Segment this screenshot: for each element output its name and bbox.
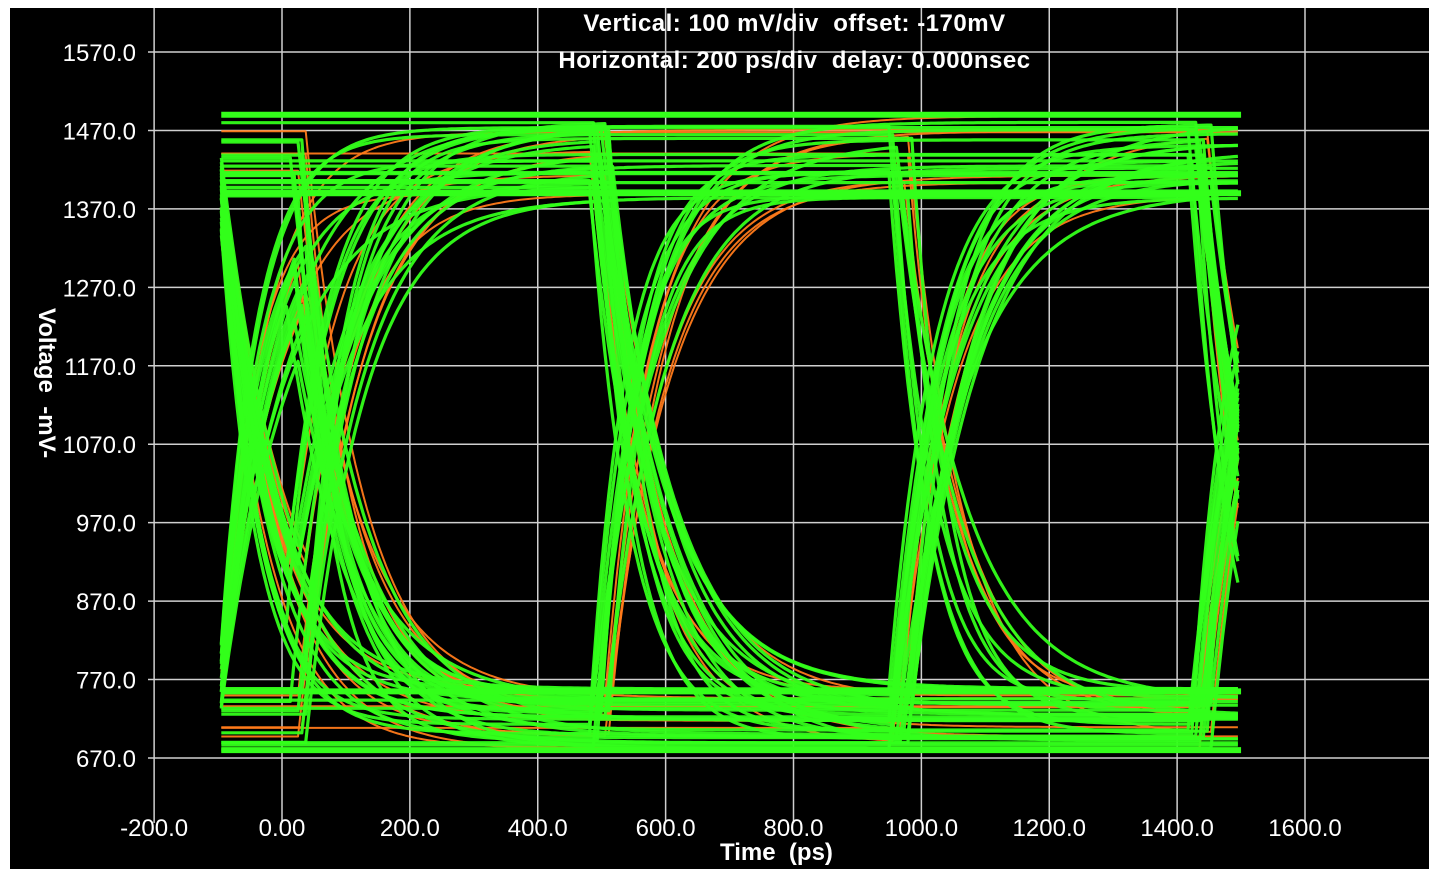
eye-trace xyxy=(219,128,1240,733)
eye-trace xyxy=(219,166,1238,719)
x-tick-label: 0.00 xyxy=(259,815,306,842)
y-tick-label: 970.0 xyxy=(76,511,136,538)
x-tick-label: 600.0 xyxy=(636,815,696,842)
eye-trace xyxy=(219,169,1240,736)
eye-trace xyxy=(219,152,1240,624)
y-tick-label: 670.0 xyxy=(76,746,136,773)
x-tick-label: 400.0 xyxy=(508,815,568,842)
eye-trace xyxy=(221,159,1240,583)
y-tick-label: 770.0 xyxy=(76,668,136,695)
eye-trace xyxy=(219,154,1238,736)
y-tick-label: 1170.0 xyxy=(64,354,136,381)
eye-trace xyxy=(221,121,1238,716)
eye-trace xyxy=(219,156,1240,743)
scope-display: 1570.0 1470.0 1370.0 1270.0 1170.0 1070.0 970.… xyxy=(10,8,1429,869)
eye-trace xyxy=(219,168,1238,719)
x-tick-label: 1200.0 xyxy=(1013,815,1086,842)
x-tick-label: -200.0 xyxy=(120,815,188,842)
eye-trace xyxy=(219,195,1240,713)
eye-trace xyxy=(219,120,1240,719)
eye-trace xyxy=(220,131,1238,691)
y-tick-label: 1370.0 xyxy=(63,197,136,224)
y-tick-label: 1470.0 xyxy=(63,118,136,145)
eye-diagram-chart: 1570.0 1470.0 1370.0 1270.0 1170.0 1070.0 970.… xyxy=(63,8,1429,842)
y-tick-label: 1070.0 xyxy=(63,432,136,459)
y-axis-label: Voltage -mV- xyxy=(33,308,60,459)
eye-trace xyxy=(219,164,1240,710)
x-tick-label: 1400.0 xyxy=(1140,815,1213,842)
x-tick-label: 200.0 xyxy=(380,815,440,842)
eye-trace xyxy=(221,138,1240,705)
eye-trace xyxy=(221,195,1240,745)
eye-trace xyxy=(219,196,1238,702)
y-tick-label: 870.0 xyxy=(76,589,136,616)
y-tick-label: 1570.0 xyxy=(63,40,136,67)
x-tick-label: 1600.0 xyxy=(1268,815,1341,842)
x-tick-label: 1000.0 xyxy=(885,815,958,842)
x-axis-label: Time (ps) xyxy=(720,839,833,866)
eye-trace xyxy=(219,198,1240,740)
vertical-scale-readout: Vertical: 100 mV/div offset: -170mV xyxy=(583,10,1006,37)
tick-layer: 1570.0 1470.0 1370.0 1270.0 1170.0 1070.0 970.… xyxy=(63,40,1342,842)
eye-trace xyxy=(219,125,1238,646)
eye-trace xyxy=(221,180,1240,710)
x-tick-label: 800.0 xyxy=(763,815,823,842)
horizontal-scale-readout: Horizontal: 200 ps/div delay: 0.000nsec xyxy=(558,47,1031,74)
trace-layer xyxy=(219,111,1242,754)
eye-trace xyxy=(219,136,1238,720)
y-tick-label: 1270.0 xyxy=(63,275,136,302)
